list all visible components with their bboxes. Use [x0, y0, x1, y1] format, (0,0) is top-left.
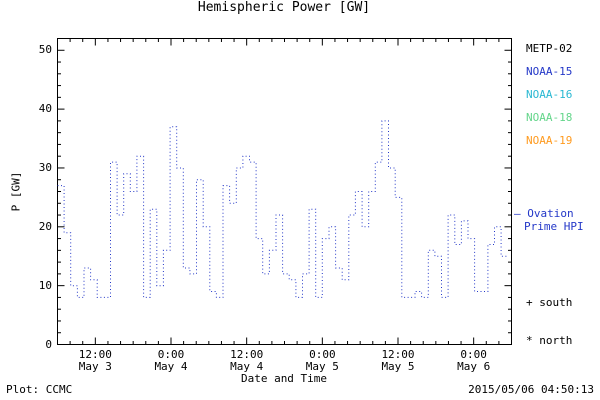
- legend-item-noaa-18: NOAA-18: [526, 111, 573, 124]
- legend-ovation-line2: Prime HPI: [524, 220, 584, 233]
- chart-layer: [57, 38, 512, 345]
- x-tick-time-label: 12:00: [78, 348, 112, 361]
- plot-frame: [57, 38, 512, 345]
- x-tick-date-label: May 6: [457, 360, 491, 373]
- y-tick-label: 20: [38, 219, 52, 233]
- x-axis-label: Date and Time: [240, 372, 328, 385]
- x-tick-date-label: May 5: [381, 360, 415, 373]
- x-tick-date-label: May 4: [230, 360, 264, 373]
- x-tick-time-label: 0:00: [309, 348, 336, 361]
- footer-plot-source: Plot: CCMC: [6, 383, 73, 396]
- x-tick-date-label: May 5: [305, 360, 339, 373]
- legend-item-metp-02: METP-02: [526, 42, 573, 55]
- legend-south-marker: + south: [526, 296, 573, 309]
- y-tick-label: 30: [38, 160, 52, 174]
- x-tick-time-label: 0:00: [460, 348, 487, 361]
- legend-item-noaa-15: NOAA-15: [526, 65, 573, 78]
- legend-north-marker: * north: [526, 334, 573, 347]
- legend-item-noaa-16: NOAA-16: [526, 88, 573, 101]
- chart-title: Hemispheric Power [GW]: [197, 0, 371, 15]
- x-tick-date-label: May 3: [78, 360, 112, 373]
- footer-timestamp: 2015/05/06 04:50:13: [468, 383, 594, 396]
- x-tick-time-label: 12:00: [230, 348, 264, 361]
- x-tick-time-label: 12:00: [381, 348, 415, 361]
- legend-item-noaa-19: NOAA-19: [526, 134, 573, 147]
- y-tick-label: 0: [45, 337, 52, 351]
- y-tick-label: 40: [38, 102, 52, 116]
- y-tick-label: 10: [38, 278, 52, 292]
- x-tick-date-label: May 4: [154, 360, 188, 373]
- legend-ovation-line1: — Ovation: [514, 207, 574, 220]
- x-tick-time-label: 0:00: [157, 348, 185, 361]
- y-tick-label: 50: [38, 43, 52, 57]
- hpi-series-line: [57, 120, 508, 298]
